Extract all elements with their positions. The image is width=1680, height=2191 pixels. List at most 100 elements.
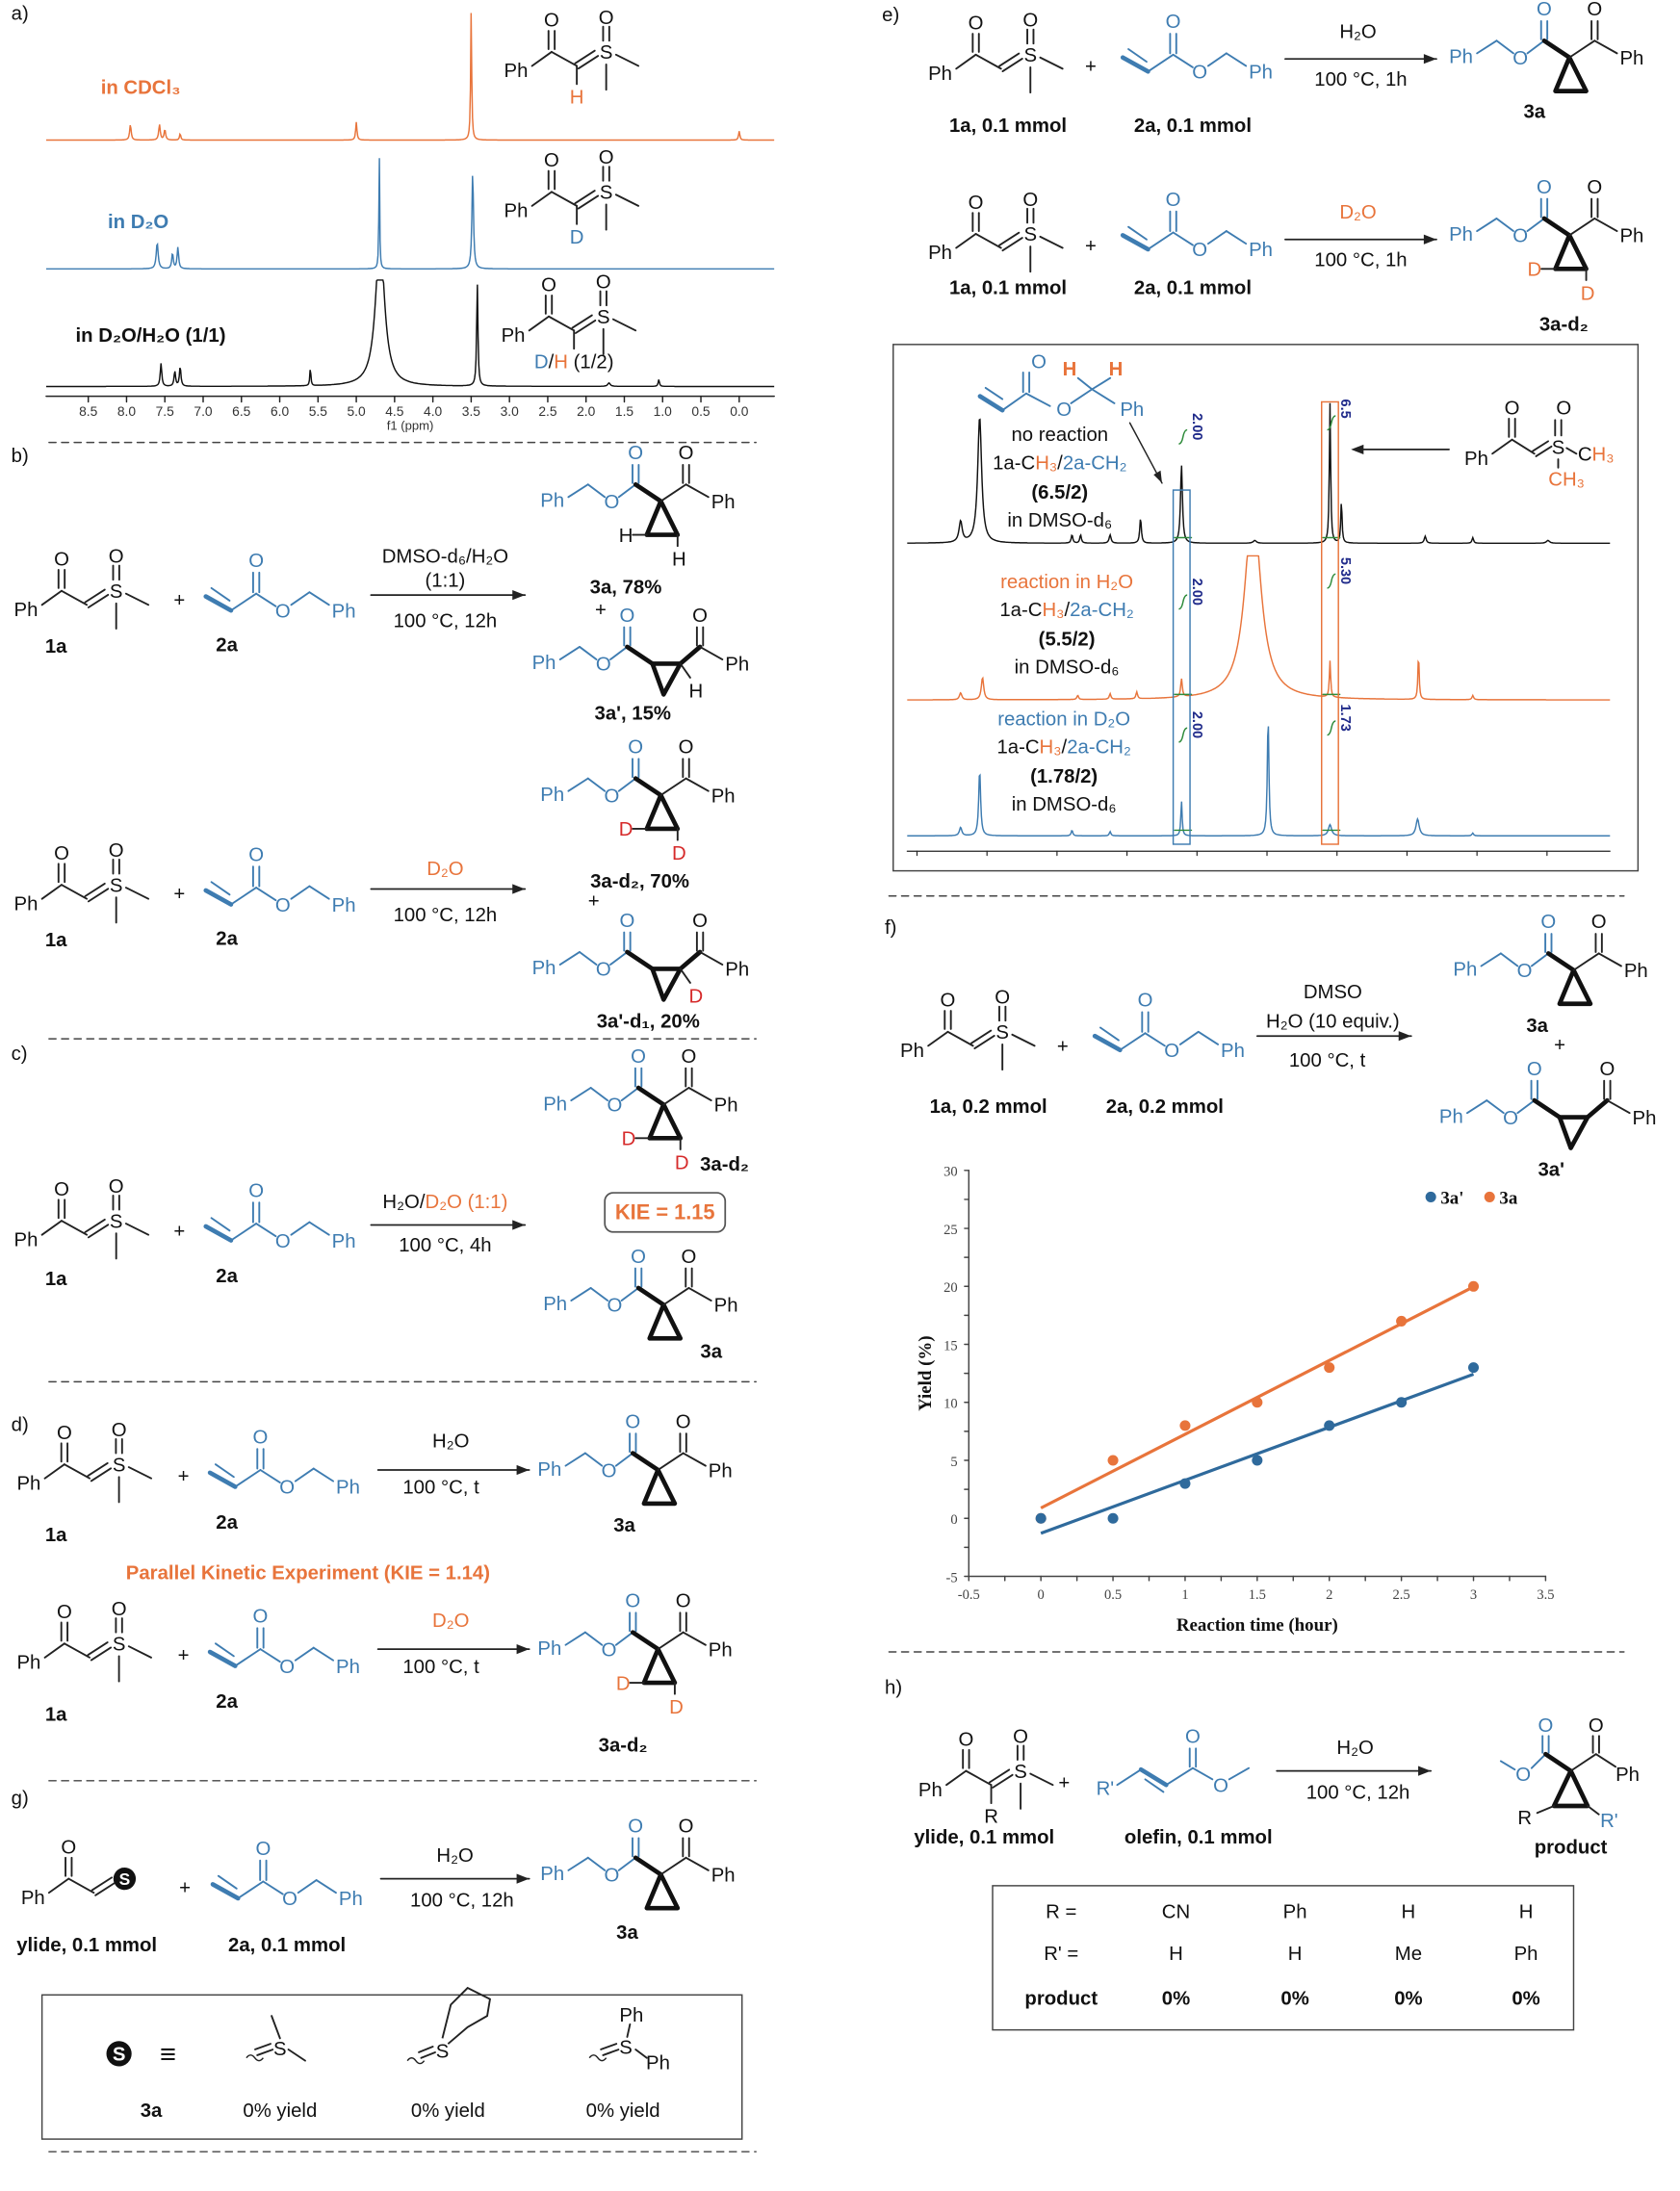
cyclopropane-ring [641, 1467, 678, 1507]
bond [1516, 1099, 1536, 1115]
bond [47, 1877, 70, 1895]
bond [84, 882, 106, 897]
bond [63, 1642, 91, 1659]
bond [210, 1882, 241, 1901]
text-segment: H₃ [1040, 736, 1062, 758]
panel-label-a: a) [12, 3, 29, 24]
atom-label: Ph [1249, 63, 1273, 84]
legend-label: 3a' [1440, 1189, 1463, 1209]
x-tick-label: 3.5 [1537, 1587, 1554, 1603]
atom-label: Ph [332, 895, 356, 916]
condition-label: H₂O (10 equiv.) [1266, 1011, 1400, 1032]
reaction-arrow [1255, 1031, 1412, 1042]
compound-label: 2a [216, 1266, 238, 1287]
atom-label: H [1063, 359, 1077, 380]
cyclopropane-ring [647, 1102, 684, 1141]
text-segment: C [1578, 445, 1592, 466]
bond [570, 1287, 592, 1302]
bond [124, 592, 150, 606]
bond [550, 191, 579, 207]
text-segment: 1a-C [993, 452, 1035, 474]
reaction-arrow [370, 590, 527, 601]
atom-label: O [1591, 912, 1607, 933]
bond [609, 951, 629, 966]
axis-tick-label: 7.5 [156, 403, 175, 419]
bond [1541, 216, 1572, 238]
bond [984, 386, 1004, 400]
atom-label: O [607, 1296, 622, 1317]
axis-tick-label: 3.5 [462, 403, 481, 419]
atom-label: Ph [1624, 961, 1648, 982]
cyclopropane-ring [644, 1871, 681, 1911]
y-tick-label: 10 [943, 1397, 958, 1412]
arrow-head [516, 1873, 530, 1884]
product-label: 3a [700, 1342, 722, 1363]
text-segment: D [534, 352, 549, 374]
ratio-label: 1a-CH₃/2a-CH₂ [996, 736, 1130, 758]
bond [1024, 392, 1051, 407]
bond [1476, 39, 1498, 55]
cyclopropane-ring [644, 499, 681, 537]
atom-label: Ph [1633, 1108, 1657, 1129]
atom-label: O [1587, 177, 1602, 198]
y-tick-label: 25 [943, 1223, 958, 1238]
text-segment: 2a-CH₂ [1063, 452, 1127, 474]
arrow-head [1351, 444, 1364, 454]
bond [679, 662, 691, 679]
atom-label: O [969, 193, 984, 214]
bond [955, 233, 977, 249]
nmr-trace-blue [45, 158, 775, 271]
bond [528, 315, 550, 332]
bond [1144, 1032, 1166, 1047]
plus-sign: + [1554, 1035, 1565, 1056]
benzyl-acrylate-structure: O O Ph [207, 1606, 360, 1678]
product-label: 3a'-d₁, 20% [597, 1011, 700, 1032]
atom-label: O [57, 1602, 72, 1623]
kie-value: KIE = 1.15 [615, 1200, 715, 1224]
atom-label: O [253, 1427, 269, 1448]
bond [67, 1877, 95, 1895]
methyl-label: CH₃ [1578, 445, 1615, 466]
compound-label: 1a, 0.1 mmol [949, 277, 1067, 298]
atom-label: Ph [540, 491, 564, 512]
atom-label: S [619, 2037, 633, 2058]
data-point-3a' [1107, 1512, 1119, 1524]
bond [1091, 388, 1116, 404]
bond [620, 1287, 640, 1302]
atom-label: Ph [619, 2005, 643, 2026]
plus-sign: + [1085, 236, 1097, 257]
condition-label: H₂O [1336, 1738, 1373, 1759]
arrow-head [1423, 54, 1436, 64]
benzyl-acrylate-structure: O O Ph [1092, 991, 1245, 1062]
benzyl-ch2-highlight [1172, 489, 1191, 845]
atom-label: Ph [1453, 960, 1477, 981]
atom-label: Ph [14, 1229, 39, 1250]
bond [43, 1642, 65, 1659]
bond [1568, 218, 1596, 237]
solvent-label: in DMSO-d₆ [1012, 794, 1117, 815]
spectrum-solvent-label: in D₂O/H₂O (1/1) [76, 325, 226, 347]
panel-label-b: b) [12, 446, 29, 467]
integral-value: 2.00 [1189, 579, 1204, 606]
bond [234, 1648, 262, 1667]
arrow-head [1423, 234, 1436, 245]
y-tick-label: -5 [946, 1570, 958, 1585]
data-point-3a [1396, 1315, 1408, 1327]
atom-label: Ph [1619, 48, 1643, 69]
atom-label: Ph [537, 1638, 561, 1660]
atom-label: Ph [16, 1652, 40, 1673]
atom-label: R [1517, 1808, 1532, 1829]
atom-label: O [1022, 190, 1038, 211]
yield-label: 0% yield [411, 2101, 485, 2122]
atom-label: O [628, 443, 643, 464]
nmr-trace-black [45, 279, 775, 388]
bond [294, 1467, 315, 1482]
atom-label: O [248, 844, 264, 865]
substituent-label: H [619, 526, 633, 547]
substituent-label: D [1581, 283, 1595, 304]
bond [1011, 1033, 1036, 1047]
spectrum-solvent-label: in CDCl₃ [101, 78, 181, 99]
